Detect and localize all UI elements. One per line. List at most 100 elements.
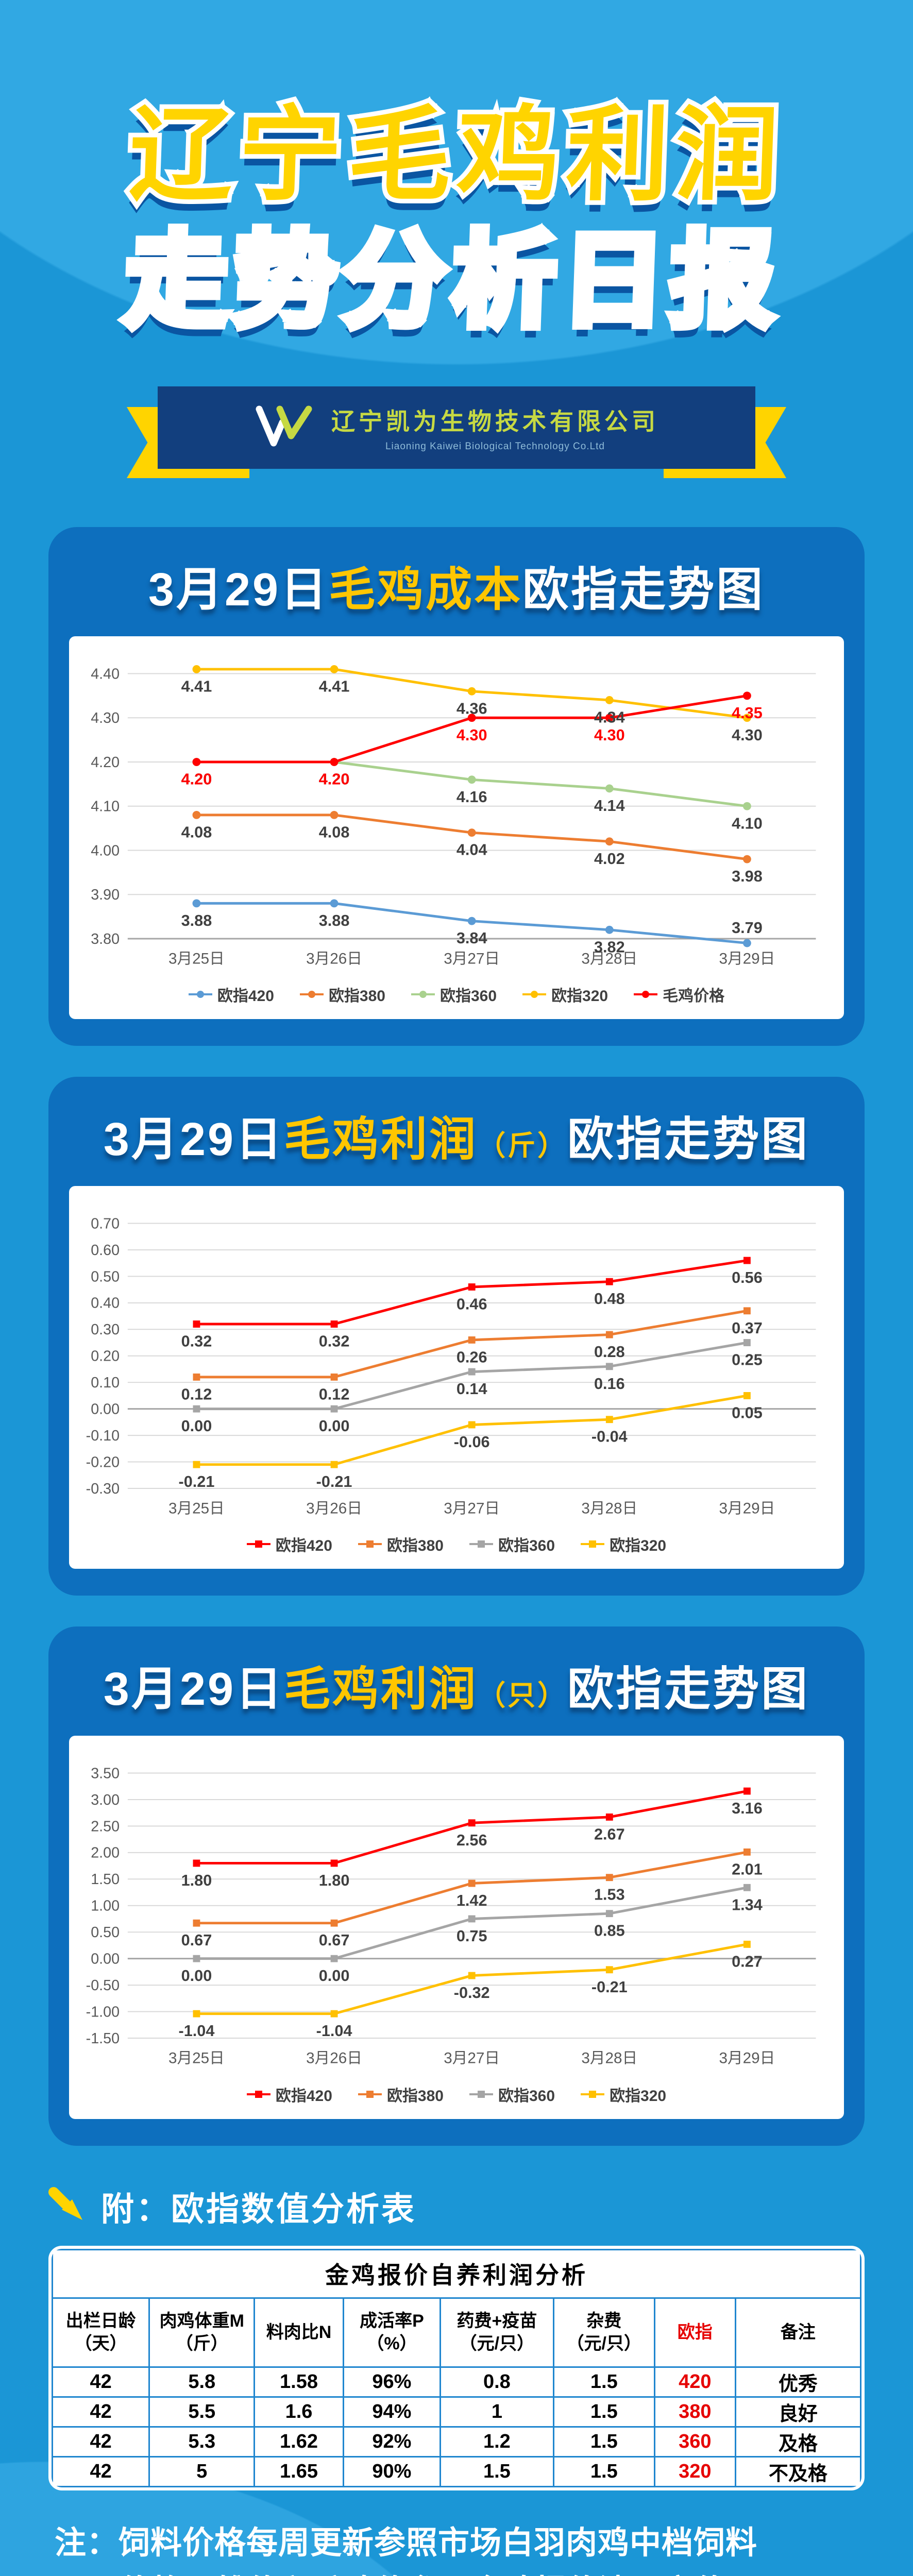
table-cell: 96% — [342, 2366, 442, 2398]
legend-item: 欧指380 — [358, 1533, 444, 1555]
table-cell: 94% — [342, 2396, 442, 2428]
svg-text:4.30: 4.30 — [594, 726, 625, 744]
svg-text:1.80: 1.80 — [181, 1872, 212, 1889]
svg-text:3月25日: 3月25日 — [168, 950, 225, 967]
table-cell: 1.5 — [552, 2426, 655, 2458]
svg-text:3.00: 3.00 — [91, 1792, 120, 1808]
svg-text:0.14: 0.14 — [457, 1380, 487, 1398]
analysis-table: 金鸡报价自养利润分析 出栏日龄 （天） 肉鸡体重M （斤） 料肉比N 成活率P （%）… — [48, 2245, 865, 2490]
title-suffix: 欧指走势图 — [567, 1664, 810, 1716]
svg-text:4.20: 4.20 — [181, 771, 212, 788]
profit-jin-chart-box: 0.70 0.60 0.50 0.40 0.30 0.20 0.10 0.00 -0.10 -0.… — [69, 1186, 844, 1569]
legend-item: 欧指320 — [522, 983, 608, 1006]
svg-text:4.20: 4.20 — [181, 771, 212, 788]
svg-text:-0.10: -0.10 — [86, 1428, 120, 1444]
profit-bird-chart: 3.50 3.00 2.50 2.00 1.50 1.00 0.50 0.00 -0.50 -1.… — [74, 1750, 839, 2076]
svg-text:2.50: 2.50 — [91, 1819, 120, 1835]
analysis-header-row: 附：欧指数值分析表 — [48, 2183, 865, 2230]
svg-text:3.88: 3.88 — [319, 912, 350, 929]
table-cell: 5.3 — [148, 2426, 256, 2458]
svg-text:-0.06: -0.06 — [454, 1433, 490, 1451]
svg-text:4.41: 4.41 — [319, 677, 350, 695]
profit-bird-chart-legend: 欧指420 欧指380 欧指360 欧指320 — [74, 2077, 839, 2113]
svg-text:0.05: 0.05 — [732, 1404, 763, 1422]
svg-text:-0.30: -0.30 — [86, 1481, 120, 1497]
table-row: 42 5.8 1.58 96% 0.8 1.5 420 优秀 — [52, 2366, 861, 2398]
title-prefix: 3月29日 — [103, 1664, 284, 1716]
table-cell: 42 — [52, 2426, 150, 2458]
svg-text:0.00: 0.00 — [181, 1968, 212, 1985]
svg-text:4.16: 4.16 — [457, 788, 487, 806]
table-cell: 5 — [148, 2455, 256, 2487]
table-cell: 1.5 — [552, 2455, 655, 2487]
analysis-arrow-icon — [48, 2186, 87, 2227]
table-cell: 1 — [439, 2396, 554, 2428]
page-title-line2: 走势分析日报 — [0, 218, 911, 344]
legend-label: 欧指360 — [498, 2087, 555, 2105]
svg-text:1.34: 1.34 — [732, 1896, 763, 1914]
legend-label: 欧指320 — [551, 988, 608, 1005]
legend-item: 欧指320 — [581, 1533, 666, 1555]
title-suffix: 欧指走势图 — [522, 564, 765, 616]
legend-item: 欧指420 — [188, 983, 274, 1006]
svg-text:4.34: 4.34 — [594, 708, 625, 726]
section-profit-per-jin-chart: 3月29日毛鸡利润（斤）欧指走势图 0.70 0.60 0.50 0.40 0.30 0.… — [48, 1077, 865, 1596]
svg-text:4.00: 4.00 — [91, 842, 120, 859]
svg-text:3月28日: 3月28日 — [581, 1500, 637, 1517]
svg-text:4.30: 4.30 — [457, 726, 487, 744]
svg-text:0.00: 0.00 — [91, 1951, 120, 1968]
company-logo-icon — [254, 403, 315, 453]
cost-chart-title: 3月29日毛鸡成本欧指走势图 — [69, 545, 844, 636]
svg-text:2.67: 2.67 — [594, 1826, 625, 1843]
col-header-1: 肉鸡体重M （斤） — [148, 2297, 256, 2368]
svg-text:0.16: 0.16 — [594, 1375, 625, 1393]
table-cell: 360 — [653, 2426, 736, 2458]
title-highlight: 毛鸡利润 — [284, 1114, 478, 1166]
analysis-table-body: 42 5.8 1.58 96% 0.8 1.5 420 优秀 42 5.5 1.6 94% 1 1.5 38… — [52, 2366, 861, 2487]
table-cell: 1.2 — [439, 2426, 554, 2458]
legend-label: 欧指380 — [386, 2087, 444, 2105]
svg-text:3月29日: 3月29日 — [719, 2050, 775, 2067]
svg-text:4.08: 4.08 — [319, 823, 350, 841]
svg-text:4.30: 4.30 — [91, 710, 120, 726]
company-name: 辽宁凯为生物技术有限公司 — [331, 408, 659, 435]
legend-label: 欧指360 — [498, 1537, 555, 1555]
company-banner: 辽宁凯为生物技术有限公司 Liaoning Kaiwei Biological … — [127, 386, 786, 478]
cost-chart: 4.40 4.30 4.20 4.10 4.00 3.90 3.80 3月25日 3月26日 3月… — [74, 651, 839, 977]
svg-text:4.14: 4.14 — [594, 797, 625, 815]
legend-item: 欧指420 — [246, 2083, 332, 2106]
svg-text:0.00: 0.00 — [181, 1417, 212, 1435]
svg-text:0.30: 0.30 — [91, 1321, 120, 1338]
svg-text:-1.00: -1.00 — [86, 2004, 120, 2021]
svg-text:0.00: 0.00 — [319, 1417, 350, 1435]
svg-text:2.01: 2.01 — [732, 1861, 763, 1878]
legend-item: 欧指380 — [299, 983, 385, 1006]
col-header-2: 料肉比N — [253, 2297, 344, 2368]
svg-text:3月25日: 3月25日 — [168, 2050, 225, 2067]
table-cell: 1.5 — [439, 2455, 554, 2487]
svg-text:2.56: 2.56 — [457, 1832, 487, 1849]
legend-label: 欧指320 — [610, 2087, 667, 2105]
svg-text:0.00: 0.00 — [91, 1401, 120, 1418]
svg-text:4.20: 4.20 — [319, 771, 350, 788]
col-header-5: 杂费 （元/只） — [552, 2297, 655, 2368]
svg-text:1.80: 1.80 — [319, 1872, 350, 1889]
svg-text:0.27: 0.27 — [732, 1953, 763, 1971]
table-cell: 优秀 — [734, 2366, 861, 2398]
svg-text:-0.21: -0.21 — [316, 1473, 352, 1490]
table-cell: 42 — [52, 2455, 150, 2487]
title-highlight: 毛鸡利润 — [284, 1664, 478, 1716]
title-unit: （斤） — [478, 1130, 568, 1162]
table-cell: 1.62 — [253, 2426, 344, 2458]
col-header-6: 欧指 — [653, 2297, 736, 2368]
svg-text:3月26日: 3月26日 — [306, 2050, 362, 2067]
legend-item: 欧指380 — [358, 2083, 444, 2106]
table-cell: 良好 — [734, 2396, 861, 2428]
svg-text:0.50: 0.50 — [91, 1268, 120, 1285]
svg-text:-0.21: -0.21 — [179, 1473, 215, 1490]
svg-text:4.30: 4.30 — [732, 726, 763, 744]
svg-text:3月27日: 3月27日 — [444, 2050, 500, 2067]
table-row: 42 5.5 1.6 94% 1 1.5 380 良好 — [52, 2396, 861, 2428]
svg-text:0.25: 0.25 — [732, 1351, 763, 1369]
table-cell: 1.6 — [253, 2396, 344, 2428]
